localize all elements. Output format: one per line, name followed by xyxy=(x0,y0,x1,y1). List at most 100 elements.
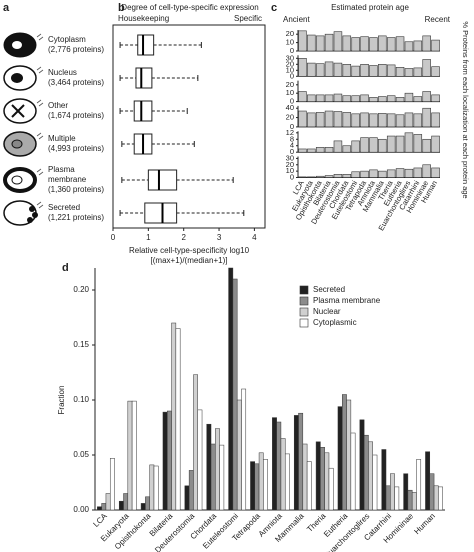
annotation: Housekeeping xyxy=(118,14,169,23)
bar xyxy=(422,107,431,128)
y-tick-label: 0.20 xyxy=(73,285,89,294)
chart-title: Degree of cell-type-specific expression xyxy=(121,3,258,12)
bar xyxy=(422,35,431,52)
legend-swatch xyxy=(299,285,309,295)
bar xyxy=(369,169,378,178)
bar xyxy=(302,443,308,511)
bar xyxy=(403,473,409,511)
bar xyxy=(386,95,396,102)
bar xyxy=(411,492,417,511)
bar xyxy=(315,175,325,178)
legend-label: Plasma membrane xyxy=(313,296,381,305)
bar xyxy=(315,441,321,511)
bar xyxy=(413,167,423,178)
bar xyxy=(263,459,268,511)
bar xyxy=(386,169,396,178)
small-arrow-icon xyxy=(36,66,44,74)
y-tick-label: 0 xyxy=(290,71,294,80)
bar xyxy=(385,485,391,511)
bar xyxy=(372,454,378,511)
bar xyxy=(167,410,172,511)
y-tick-label: 0 xyxy=(290,172,294,181)
y-tick-label: 30 xyxy=(286,153,294,162)
bar xyxy=(333,31,343,52)
legend-swatch xyxy=(299,296,309,306)
bar xyxy=(404,41,414,52)
bar xyxy=(315,147,325,153)
bar xyxy=(431,112,440,128)
y-axis-label: % Proteins from each localization at eac… xyxy=(461,21,470,198)
bar xyxy=(386,64,396,77)
nucleus-icon xyxy=(11,139,23,149)
localization-label: Plasma xyxy=(48,165,75,174)
bar xyxy=(123,493,129,511)
bar xyxy=(360,36,369,52)
y-tick-label: 0 xyxy=(290,97,294,106)
bar xyxy=(431,66,440,77)
bar xyxy=(298,412,304,511)
small-arrow-icon xyxy=(36,132,44,140)
bar xyxy=(351,65,360,77)
legend-label: Nuclear xyxy=(313,307,341,316)
y-tick-label: 10 xyxy=(286,166,294,175)
bar xyxy=(433,485,439,511)
legend-label: Cytoplasmic xyxy=(313,318,357,327)
bar xyxy=(369,113,378,128)
y-tick-label: 10 xyxy=(286,65,294,74)
x-axis-label: Relative cell-type-specificity log10 xyxy=(129,246,250,255)
bar xyxy=(333,62,343,77)
bar xyxy=(425,451,431,511)
localization-label: (1,674 proteins) xyxy=(48,111,104,120)
secretion-icon xyxy=(32,212,38,218)
bar xyxy=(307,62,316,77)
bar xyxy=(360,112,369,128)
bar xyxy=(228,267,234,511)
cell-icon xyxy=(3,98,37,124)
bar xyxy=(351,140,360,153)
bar xyxy=(368,441,373,511)
bar xyxy=(429,473,435,511)
bar xyxy=(394,486,400,511)
localization-label: (1,360 proteins) xyxy=(48,185,104,194)
y-tick-label: 0.15 xyxy=(73,340,89,349)
bar xyxy=(342,145,352,153)
bar xyxy=(369,37,378,52)
bar xyxy=(351,95,360,102)
bar xyxy=(149,464,155,511)
y-tick-label: 0 xyxy=(290,46,294,55)
bar xyxy=(193,374,198,511)
annotation: Recent xyxy=(425,15,451,24)
y-tick-label: 0.10 xyxy=(73,395,89,404)
localization-label: Other xyxy=(48,101,68,110)
bar xyxy=(404,92,414,102)
bar xyxy=(206,423,212,511)
bar xyxy=(413,134,423,153)
x-tick-label: 0 xyxy=(111,233,116,242)
bar xyxy=(298,176,307,178)
bar xyxy=(306,461,312,511)
bar xyxy=(378,35,387,52)
bar xyxy=(360,170,369,178)
box xyxy=(137,34,155,56)
bar xyxy=(413,67,423,77)
y-axis-label: Fraction xyxy=(57,386,66,415)
bar xyxy=(298,148,307,153)
bar xyxy=(395,67,405,77)
box xyxy=(133,100,153,122)
bar xyxy=(175,328,181,511)
bar xyxy=(145,496,150,511)
bar xyxy=(431,39,440,52)
secretion-icon xyxy=(29,206,35,212)
x-tick-label: 2 xyxy=(181,233,186,242)
bar xyxy=(431,167,440,178)
y-tick-label: 40 xyxy=(286,103,294,112)
y-tick-label: 10 xyxy=(286,38,294,47)
y-tick-label: 30 xyxy=(286,53,294,62)
panel-label: b xyxy=(118,2,125,14)
bar xyxy=(351,113,360,128)
bar xyxy=(127,400,133,511)
bar xyxy=(404,168,414,178)
bar xyxy=(109,458,115,511)
bar xyxy=(351,171,360,178)
